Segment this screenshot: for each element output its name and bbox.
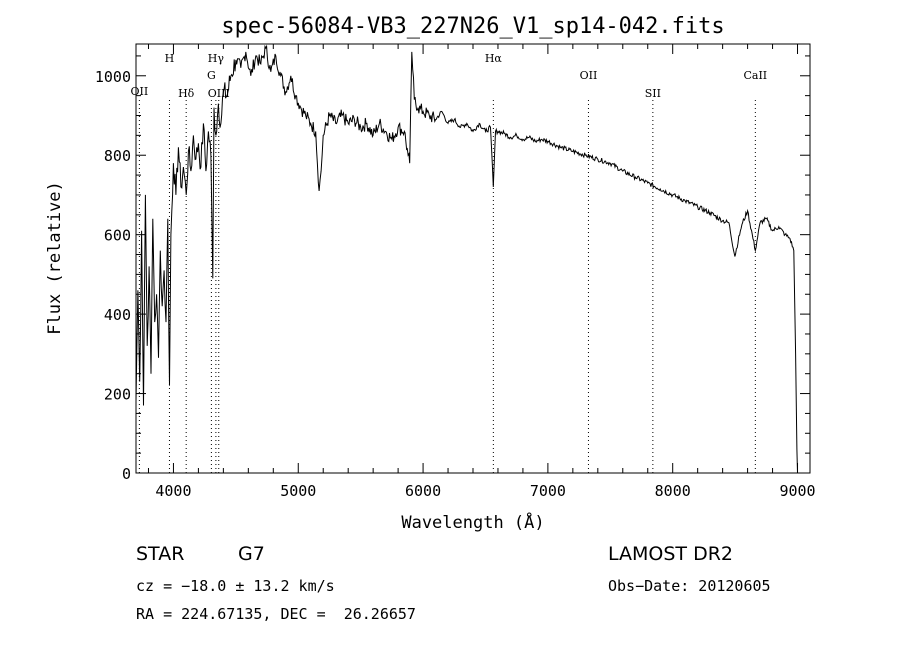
coordinates: RA = 224.67135, DEC = 26.26657: [136, 605, 416, 623]
y-tick-label-3: 600: [104, 227, 131, 245]
x-tick-label-0: 4000: [155, 482, 191, 500]
y-axis-ticks: 0 200 400 600 800 1000: [95, 55, 810, 483]
x-tick-label-1: 5000: [280, 482, 316, 500]
observation-date: Obs−Date: 20120605: [608, 577, 771, 595]
y-tick-label-5: 1000: [95, 68, 131, 86]
y-tick-label-1: 200: [104, 386, 131, 404]
y-tick-label-4: 800: [104, 147, 131, 165]
line-marker-label-4: G: [207, 69, 216, 82]
line-marker-label-0: OII: [131, 85, 149, 98]
plot-frame: [135, 43, 811, 474]
redshift-velocity: cz = −18.0 ± 13.2 km/s: [136, 577, 335, 595]
y-tick-label-2: 400: [104, 306, 131, 324]
object-class: STAR: [136, 543, 185, 565]
x-tick-label-4: 8000: [655, 482, 691, 500]
chart-title: spec-56084-VB3_227N26_V1_sp14-042.fits: [221, 14, 724, 39]
line-marker-label-1: H: [165, 52, 175, 65]
x-axis-ticks: 4000 5000 6000 7000 8000 9000: [147, 44, 816, 500]
line-marker-label-7: OII: [580, 69, 598, 82]
line-marker-label-2: Hδ: [178, 87, 195, 100]
x-axis-label: Wavelength (Å): [401, 511, 544, 533]
line-marker-label-8: SII: [645, 87, 661, 100]
line-marker-label-6: Hα: [485, 52, 503, 65]
line-marker-label-5: OIII: [208, 87, 230, 100]
x-tick-label-3: 7000: [530, 482, 566, 500]
line-marker-label-3: Hγ: [208, 52, 225, 65]
x-tick-label-5: 9000: [779, 482, 815, 500]
survey-name: LAMOST DR2: [608, 543, 733, 565]
y-axis-label: Flux (relative): [45, 181, 65, 335]
spectral-subclass: G7: [238, 543, 265, 565]
y-tick-label-0: 0: [122, 465, 131, 483]
x-tick-label-2: 6000: [405, 482, 441, 500]
spectrum-line: [135, 44, 798, 474]
line-marker-label-9: CaII: [743, 69, 767, 82]
emission-line-markers: OII H Hδ Hγ G OIII Hα OII SII CaII: [131, 52, 767, 473]
